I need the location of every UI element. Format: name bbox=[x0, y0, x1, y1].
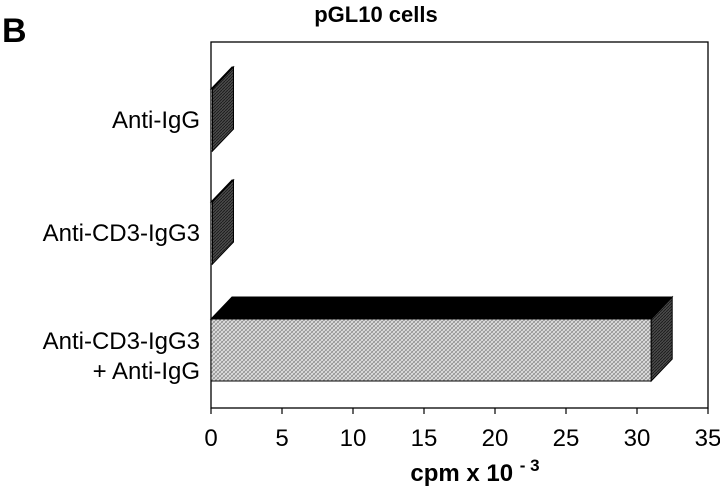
category-label-0: Anti-IgG bbox=[112, 107, 200, 134]
x-tick-label-2: 10 bbox=[340, 425, 367, 452]
category-label-1-line-0: Anti-CD3-IgG3 bbox=[43, 220, 200, 247]
bar-0 bbox=[209, 65, 235, 153]
x-tick-label-1: 5 bbox=[275, 425, 288, 452]
x-tick-label-0: 0 bbox=[204, 425, 217, 452]
category-label-0-line-0: Anti-IgG bbox=[112, 107, 200, 134]
category-label-2-line-0: Anti-CD3-IgG3 bbox=[43, 328, 200, 355]
bar-top-2 bbox=[209, 296, 674, 320]
category-label-1: Anti-CD3-IgG3 bbox=[43, 220, 200, 247]
x-axis-ticks: 0 5 10 15 20 25 30 35 bbox=[204, 408, 720, 452]
bar-side-0 bbox=[212, 65, 234, 153]
x-tick-label-6: 30 bbox=[624, 425, 651, 452]
x-tick-label-5: 25 bbox=[553, 425, 580, 452]
x-axis-label-exponent: - 3 bbox=[520, 456, 540, 475]
bar-face-2 bbox=[210, 318, 652, 382]
category-label-2-line-1: + Anti-IgG bbox=[93, 358, 200, 385]
panel-label: B bbox=[2, 12, 27, 50]
bar-side-1 bbox=[212, 178, 234, 266]
category-label-2: Anti-CD3-IgG3 + Anti-IgG bbox=[43, 328, 200, 385]
x-axis-label-base: cpm x 10 bbox=[410, 460, 513, 487]
x-tick-label-7: 35 bbox=[695, 425, 720, 452]
category-labels: Anti-IgG Anti-CD3-IgG3 Anti-CD3-IgG3 + Anti… bbox=[43, 107, 200, 385]
x-tick-label-3: 15 bbox=[411, 425, 438, 452]
bar-side-2 bbox=[650, 295, 673, 383]
chart-title: pGL10 cells bbox=[314, 2, 438, 27]
x-axis-label: cpm x 10 - 3 bbox=[410, 456, 539, 487]
bars-group bbox=[209, 65, 674, 383]
x-tick-label-4: 20 bbox=[482, 425, 509, 452]
bar-1 bbox=[209, 178, 235, 266]
bar-2 bbox=[209, 295, 674, 383]
